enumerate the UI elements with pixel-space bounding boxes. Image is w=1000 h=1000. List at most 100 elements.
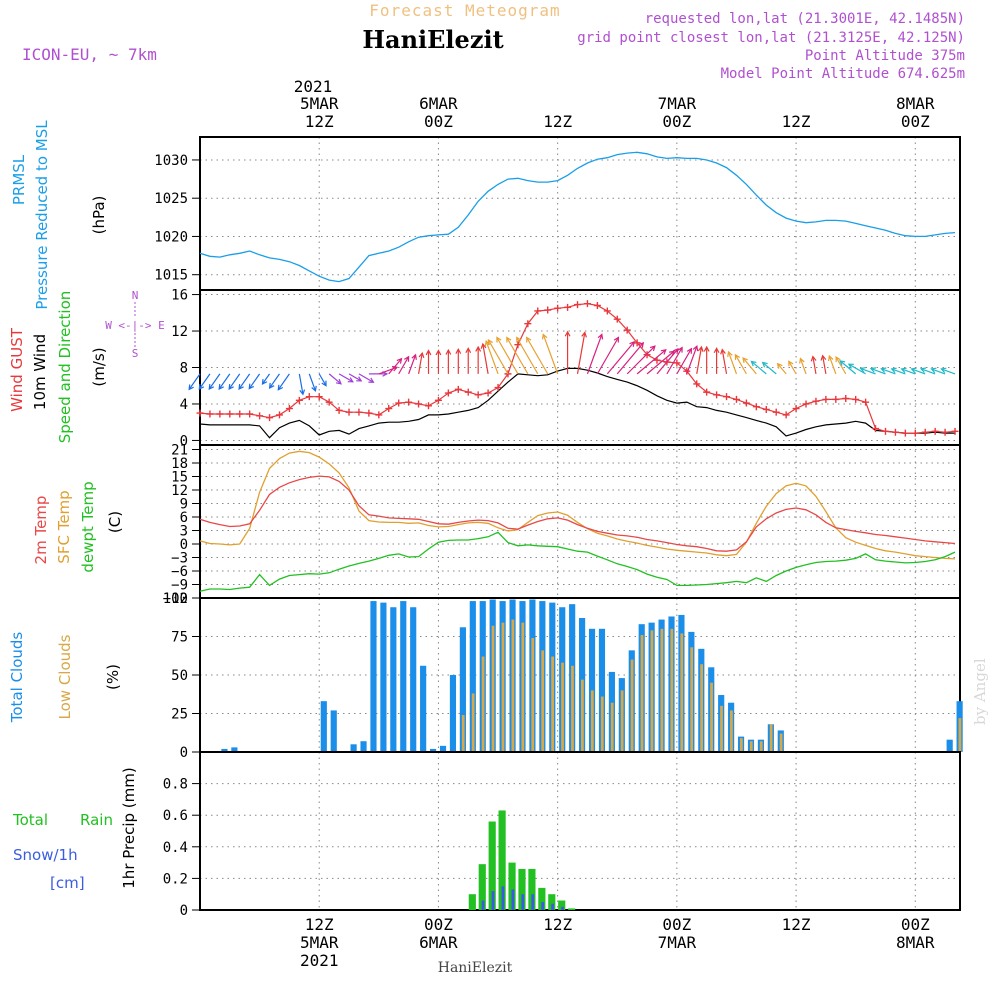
temp-label-sfc: SFC Temp bbox=[55, 490, 73, 563]
wind-direction-arrow bbox=[328, 373, 342, 385]
wind-direction-arrow bbox=[542, 334, 559, 375]
bottom-hour-label: 00Z bbox=[901, 915, 930, 934]
gust-marker bbox=[574, 301, 582, 309]
wind-arrow-head bbox=[692, 345, 699, 352]
wind-direction-arrow bbox=[751, 360, 767, 375]
y-tick-label: 1025 bbox=[154, 191, 188, 207]
wind-direction-arrow bbox=[727, 351, 738, 375]
wind-arrow-head bbox=[541, 333, 548, 340]
snow-bar bbox=[511, 889, 515, 910]
gust-marker bbox=[534, 307, 542, 315]
low-cloud-bar bbox=[720, 705, 723, 752]
wind-arrow-head bbox=[703, 345, 710, 352]
wind-direction-arrow bbox=[188, 373, 201, 390]
wind-direction-arrow bbox=[696, 346, 703, 374]
gust-marker bbox=[583, 300, 591, 308]
requested-coords: requested lon,lat (21.3001E, 42.1485N) bbox=[645, 11, 965, 27]
gust-marker bbox=[802, 400, 810, 408]
wind-arrow-head bbox=[506, 336, 512, 343]
wind-arrow-head bbox=[720, 348, 726, 355]
wind-arrow-head bbox=[788, 360, 794, 367]
wind-arrow-head bbox=[859, 367, 866, 373]
y-tick-label: 1015 bbox=[154, 268, 188, 284]
total-cloud-bar bbox=[390, 607, 397, 752]
total-cloud-bar bbox=[400, 601, 407, 752]
rain-bar bbox=[508, 862, 516, 910]
wind-arrow-head bbox=[713, 347, 720, 354]
wind-arrow-head bbox=[238, 383, 244, 391]
rain-bar bbox=[528, 868, 536, 910]
gust-marker bbox=[792, 405, 800, 413]
y-tick-label: 1030 bbox=[154, 153, 188, 169]
gust-marker bbox=[524, 320, 532, 328]
y-tick-label: 75 bbox=[171, 630, 188, 646]
low-cloud-bar bbox=[730, 710, 733, 752]
low-cloud-bar bbox=[590, 690, 594, 752]
wind-direction-arrow bbox=[721, 349, 728, 374]
bottom-day-label: 7MAR bbox=[658, 933, 697, 952]
wind-label-dir: Speed and Direction bbox=[56, 291, 74, 444]
gust-marker bbox=[246, 410, 254, 418]
gust-marker bbox=[633, 339, 641, 347]
wind-direction-arrow bbox=[269, 373, 280, 389]
wind-arrow-head bbox=[218, 383, 224, 391]
bottom-day-label: 6MAR bbox=[419, 933, 458, 952]
wind-direction-arrow bbox=[198, 373, 211, 390]
wind-direction-arrow bbox=[911, 368, 926, 375]
low-cloud-bar bbox=[680, 633, 684, 752]
low-cloud-bar bbox=[481, 656, 485, 752]
gust-marker bbox=[812, 397, 820, 405]
wind-arrow-head bbox=[638, 341, 645, 348]
precip-label-cm: [cm] bbox=[50, 874, 85, 892]
precip-labels: Total Rain Snow/1h [cm] 1hr Precip (mm) bbox=[12, 767, 138, 892]
gust-marker bbox=[593, 302, 601, 309]
y-tick-label: 8 bbox=[180, 361, 188, 377]
total-cloud-bar bbox=[380, 602, 387, 752]
gust-marker bbox=[415, 400, 423, 408]
gust-marker bbox=[673, 359, 681, 367]
low-cloud-bar bbox=[491, 625, 495, 752]
wind-arrow-head bbox=[208, 383, 215, 391]
y-tick-label: 15 bbox=[171, 470, 188, 486]
low-cloud-bar bbox=[650, 630, 654, 752]
wind-arrow-head bbox=[425, 349, 432, 356]
compass-s: S bbox=[132, 347, 139, 360]
wind-arrow-head bbox=[418, 351, 425, 359]
gust-marker bbox=[752, 403, 760, 411]
wind-arrow-head bbox=[597, 333, 604, 340]
wind-arrow-head bbox=[487, 338, 493, 345]
gust-marker bbox=[881, 427, 889, 435]
rain-bar bbox=[488, 821, 496, 910]
wind-arrow-head bbox=[268, 382, 275, 389]
wind-direction-arrow bbox=[277, 373, 290, 391]
top-hour-label: 12Z bbox=[543, 112, 572, 131]
sfc-temp-line bbox=[199, 450, 956, 560]
total-cloud-bar bbox=[221, 748, 228, 752]
pressure-unit: (hPa) bbox=[90, 196, 108, 235]
y-tick-label: 0.4 bbox=[163, 840, 188, 856]
y-tick-label: 0 bbox=[180, 537, 188, 553]
y-tick-label: −12 bbox=[163, 591, 188, 607]
low-cloud-bar bbox=[561, 662, 564, 752]
low-cloud-bar bbox=[581, 679, 584, 752]
wind-arrow-head bbox=[391, 365, 399, 372]
low-cloud-bar bbox=[501, 622, 505, 752]
gust-marker bbox=[206, 410, 214, 418]
rain-bar bbox=[558, 900, 566, 910]
low-cloud-bar bbox=[958, 718, 962, 752]
y-tick-label: 100 bbox=[163, 591, 188, 607]
total-cloud-bar bbox=[420, 665, 427, 752]
cloud-unit: (%) bbox=[104, 664, 122, 690]
wind-direction-arrow bbox=[835, 356, 847, 375]
top-hour-label: 00Z bbox=[901, 112, 930, 131]
main-title: Forecast Meteogram bbox=[369, 1, 560, 20]
gust-marker bbox=[385, 405, 393, 413]
gust-marker bbox=[762, 405, 770, 413]
rain-bar bbox=[468, 894, 476, 910]
model-label: ICON-EU, ~ 7km bbox=[22, 45, 157, 64]
wind-direction-arrow bbox=[636, 349, 667, 375]
wind-direction-arrow bbox=[482, 343, 489, 374]
wind-arrow-head bbox=[455, 347, 462, 354]
wind-arrow-head bbox=[299, 389, 306, 396]
wind-arrow-head bbox=[248, 383, 255, 390]
